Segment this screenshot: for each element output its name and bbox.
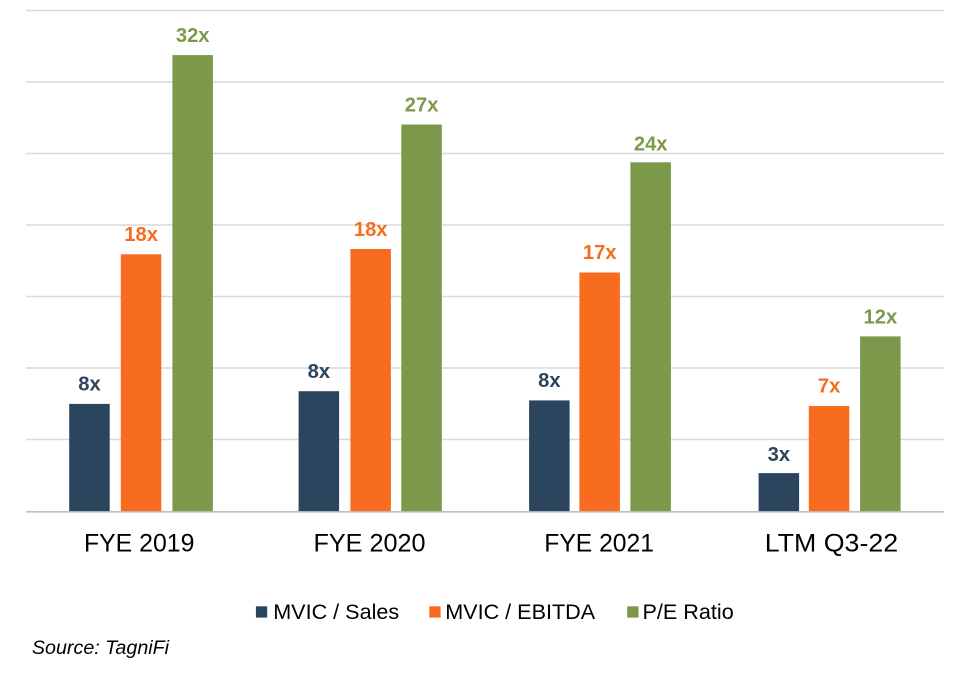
svg-text:P/E Ratio: P/E Ratio bbox=[643, 599, 734, 624]
svg-text:7x: 7x bbox=[818, 376, 841, 398]
svg-text:LTM Q3-22: LTM Q3-22 bbox=[765, 530, 898, 558]
svg-text:12x: 12x bbox=[864, 306, 898, 328]
svg-text:8x: 8x bbox=[538, 370, 561, 392]
svg-text:18x: 18x bbox=[354, 219, 388, 241]
svg-text:18x: 18x bbox=[124, 224, 158, 246]
svg-text:8x: 8x bbox=[78, 374, 101, 396]
svg-text:24x: 24x bbox=[634, 133, 668, 155]
svg-text:MVIC / EBITDA: MVIC / EBITDA bbox=[445, 599, 596, 624]
svg-text:FYE 2019: FYE 2019 bbox=[84, 530, 195, 558]
svg-text:FYE 2021: FYE 2021 bbox=[544, 530, 654, 558]
svg-text:MVIC / Sales: MVIC / Sales bbox=[273, 599, 399, 624]
svg-text:3x: 3x bbox=[768, 444, 791, 466]
svg-text:Source: TagniFi: Source: TagniFi bbox=[32, 637, 170, 659]
svg-text:FYE 2020: FYE 2020 bbox=[314, 530, 426, 558]
svg-text:27x: 27x bbox=[405, 95, 439, 117]
svg-text:32x: 32x bbox=[176, 25, 210, 47]
svg-text:17x: 17x bbox=[583, 242, 617, 264]
svg-text:8x: 8x bbox=[308, 361, 331, 383]
